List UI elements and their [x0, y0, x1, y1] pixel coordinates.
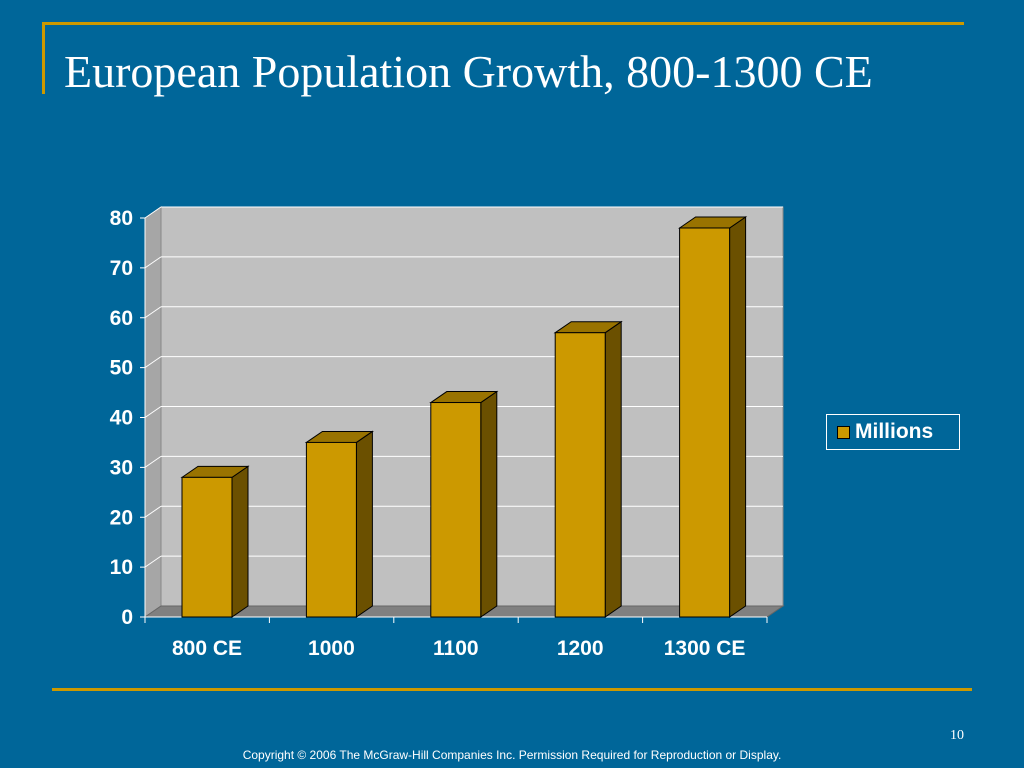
gridline-side	[144, 256, 162, 269]
bar	[181, 476, 233, 618]
gridline-side	[144, 505, 162, 518]
legend-label: Millions	[855, 420, 934, 443]
y-tick-label: 50	[110, 357, 133, 380]
page-number: 10	[950, 728, 964, 743]
x-category-label: 800 CE	[172, 637, 242, 660]
gridline-side	[144, 406, 162, 418]
bar-side	[604, 320, 622, 618]
y-tick-label: 10	[110, 556, 133, 579]
bar	[430, 402, 482, 618]
slide-title: European Population Growth, 800-1300 CE	[64, 46, 873, 97]
x-category-label: 1200	[557, 637, 604, 660]
copyright-notice: Copyright © 2006 The McGraw-Hill Compani…	[242, 748, 782, 762]
bar-chart: 0 10 20 30 40 50 60 70 80 800 CE 1000 1100 1200 1300 …	[110, 206, 785, 660]
y-tick-label: 20	[110, 506, 133, 529]
gridline-side	[144, 206, 162, 219]
gridline-side	[144, 455, 162, 468]
y-tick-label: 0	[121, 606, 133, 629]
gridline-side	[144, 306, 162, 319]
x-category-label: 1100	[433, 637, 479, 660]
frame-bottom-line	[52, 688, 972, 691]
y-tick-label: 80	[110, 207, 133, 230]
legend-swatch	[837, 425, 850, 439]
bar	[305, 441, 357, 618]
y-tick-label: 70	[110, 257, 133, 280]
frame-top-line	[42, 22, 964, 25]
bar-side	[355, 430, 373, 618]
x-category-label: 1000	[308, 637, 355, 660]
y-tick-label: 30	[110, 456, 133, 479]
bar-side	[729, 216, 747, 618]
frame-left-line	[42, 22, 45, 94]
y-tick-label: 60	[110, 307, 133, 330]
y-tick-label: 40	[110, 407, 133, 430]
chart-legend: Millions	[826, 414, 960, 450]
bar-side	[480, 390, 498, 618]
bar-side	[231, 465, 249, 618]
bar	[554, 332, 606, 618]
x-category-label: 1300 CE	[664, 637, 746, 660]
gridline-side	[144, 356, 162, 369]
gridline-side	[144, 555, 162, 568]
bar	[679, 227, 731, 618]
